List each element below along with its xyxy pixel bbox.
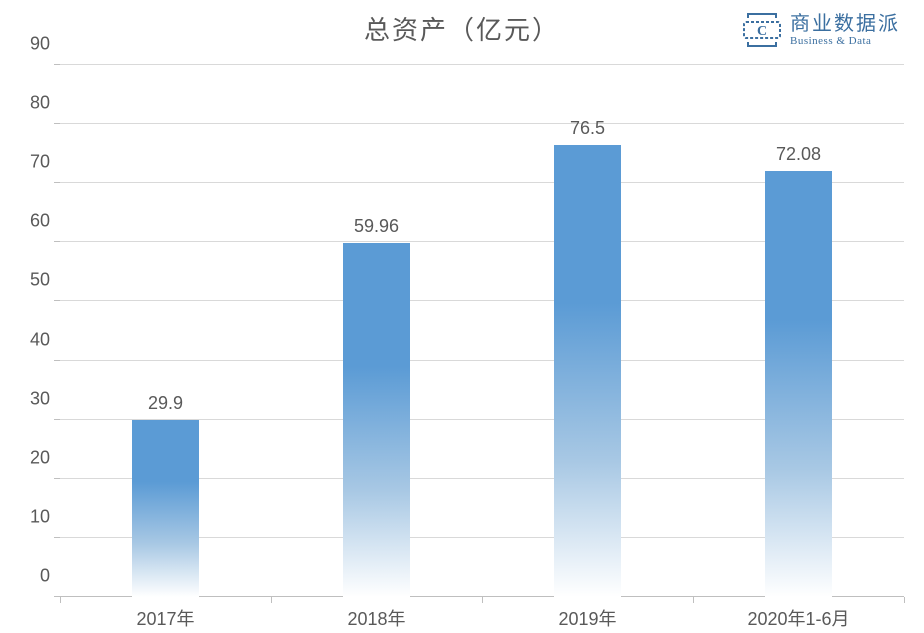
chart-container: 总资产（亿元） C 商业数据派 Business & Data 01020304… bbox=[0, 0, 924, 633]
x-tick bbox=[482, 597, 483, 603]
x-tick bbox=[904, 597, 905, 603]
y-axis-label: 90 bbox=[30, 34, 50, 55]
y-tick bbox=[54, 300, 60, 301]
x-tick bbox=[60, 597, 61, 603]
y-axis-label: 10 bbox=[30, 506, 50, 527]
logo-letter: C bbox=[757, 24, 767, 39]
brand-logo-icon: C bbox=[742, 12, 782, 48]
x-axis-label: 2017年 bbox=[136, 605, 194, 631]
y-axis-label: 20 bbox=[30, 447, 50, 468]
y-tick bbox=[54, 123, 60, 124]
bar: 76.5 bbox=[554, 145, 622, 597]
y-axis-label: 80 bbox=[30, 93, 50, 114]
y-axis-label: 50 bbox=[30, 270, 50, 291]
y-axis-label: 30 bbox=[30, 388, 50, 409]
y-tick bbox=[54, 64, 60, 65]
x-tick bbox=[271, 597, 272, 603]
y-axis-label: 40 bbox=[30, 329, 50, 350]
bar-value-label: 29.9 bbox=[148, 393, 183, 414]
grid-line bbox=[60, 64, 904, 65]
y-axis-label: 60 bbox=[30, 211, 50, 232]
y-tick bbox=[54, 419, 60, 420]
brand-logo-text: 商业数据派 Business & Data bbox=[790, 13, 900, 47]
y-axis-label: 0 bbox=[40, 566, 50, 587]
y-tick bbox=[54, 182, 60, 183]
bar: 29.9 bbox=[132, 420, 200, 597]
bar: 72.08 bbox=[765, 171, 833, 597]
brand-name-cn: 商业数据派 bbox=[790, 13, 900, 35]
brand-name-en: Business & Data bbox=[790, 35, 900, 47]
bar-value-label: 59.96 bbox=[354, 216, 399, 237]
bar-value-label: 76.5 bbox=[570, 118, 605, 139]
grid-line bbox=[60, 123, 904, 124]
bar: 59.96 bbox=[343, 243, 411, 597]
y-tick bbox=[54, 360, 60, 361]
brand-logo: C 商业数据派 Business & Data bbox=[742, 12, 900, 48]
x-tick bbox=[693, 597, 694, 603]
y-tick bbox=[54, 478, 60, 479]
plot-area: 010203040506070809029.92017年59.962018年76… bbox=[60, 65, 904, 597]
bar-value-label: 72.08 bbox=[776, 144, 821, 165]
x-axis-label: 2020年1-6月 bbox=[747, 605, 849, 631]
x-axis-label: 2019年 bbox=[558, 605, 616, 631]
y-tick bbox=[54, 241, 60, 242]
x-axis-label: 2018年 bbox=[347, 605, 405, 631]
y-tick bbox=[54, 537, 60, 538]
y-axis-label: 70 bbox=[30, 152, 50, 173]
